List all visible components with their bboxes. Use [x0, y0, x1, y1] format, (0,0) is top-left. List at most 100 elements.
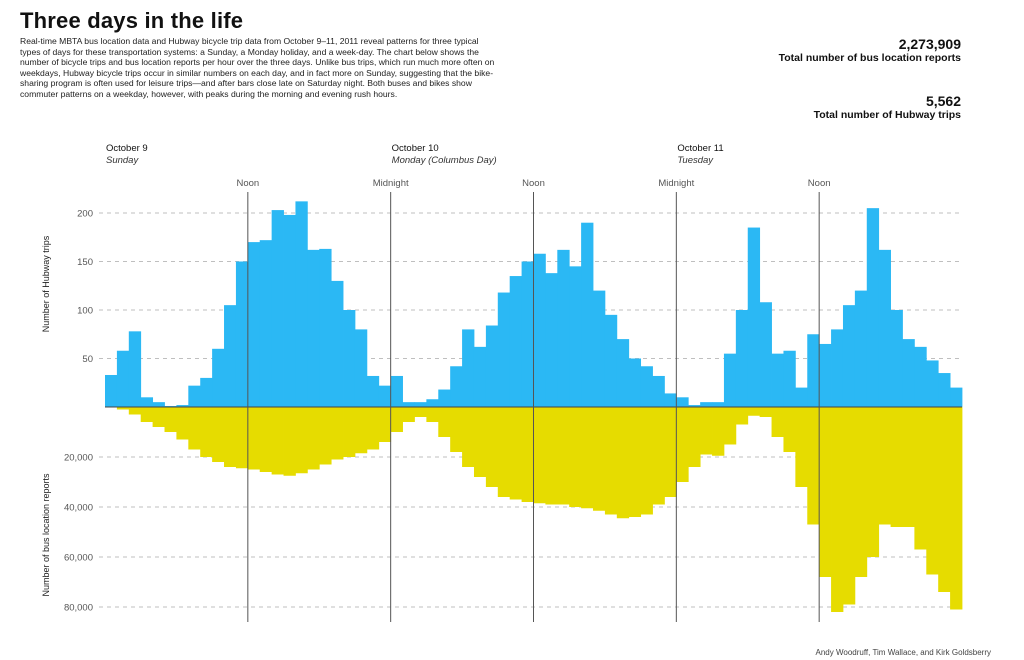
time-marker-label: Noon — [522, 178, 545, 189]
bus-bar — [521, 407, 534, 502]
hubway-bar — [152, 402, 165, 407]
bus-bar — [533, 407, 546, 504]
bus-bar — [176, 407, 189, 440]
bus-bar — [878, 407, 891, 525]
hubway-bar — [497, 292, 511, 407]
label-layer: 50 100 150 200 20,000 40,000 60,000 80,000 Noon M… — [41, 143, 831, 614]
hubway-bar — [950, 387, 963, 407]
hubway-bar — [545, 273, 558, 407]
bus-bar — [343, 407, 356, 457]
bus-bar — [640, 407, 653, 515]
bus-bar — [842, 407, 856, 605]
bus-bar — [462, 407, 475, 467]
bus-bar — [390, 407, 403, 432]
hubway-bar — [188, 385, 201, 407]
bus-bar — [378, 407, 392, 442]
bus-bar — [569, 407, 582, 507]
marker-layer — [105, 192, 962, 622]
hubway-bar — [450, 366, 463, 407]
hubway-bar — [759, 302, 772, 407]
hubway-bar — [105, 374, 118, 407]
bus-bar — [319, 407, 332, 465]
hubway-bar — [890, 310, 903, 407]
bus-bar — [545, 407, 558, 505]
credit-line: Andy Woodruff, Tim Wallace, and Kirk Gol… — [815, 648, 991, 657]
bus-bar — [212, 407, 225, 462]
bus-bar — [712, 407, 725, 456]
hubway-bar — [878, 249, 891, 407]
bus-tick-label: 40,000 — [64, 503, 93, 514]
bus-bar — [950, 407, 963, 610]
bus-bar — [831, 407, 844, 612]
hubway-bar — [783, 350, 796, 407]
bus-bar — [235, 407, 249, 469]
bus-bar — [902, 407, 915, 527]
hubway-bar — [473, 346, 487, 407]
hubway-bar — [854, 290, 868, 407]
bus-tick-label: 60,000 — [64, 553, 93, 564]
hubway-bar — [366, 375, 380, 407]
day-date-label: October 11 — [677, 143, 723, 154]
hubway-bar — [569, 266, 582, 407]
hubway-bar — [295, 201, 308, 407]
time-marker-label: Midnight — [658, 178, 694, 189]
hubway-bar — [747, 227, 761, 407]
hubway-bar — [485, 325, 499, 407]
hubway-tick-label: 200 — [77, 209, 93, 220]
hubway-bar — [390, 375, 403, 407]
bus-bar — [735, 407, 749, 425]
hubway-bar — [938, 373, 951, 407]
hubway-bar — [521, 261, 534, 407]
bar-layer — [105, 201, 963, 612]
hubway-bar — [664, 393, 677, 407]
bus-bar — [926, 407, 939, 575]
bus-tick-label: 80,000 — [64, 603, 93, 614]
bus-bar — [247, 407, 261, 470]
bus-bar — [259, 407, 273, 472]
day-date-label: October 9 — [106, 143, 148, 154]
hubway-bar — [247, 242, 261, 407]
bus-bar — [128, 407, 142, 415]
bus-bar — [497, 407, 511, 497]
bus-bar — [473, 407, 487, 477]
hubway-bar — [128, 331, 142, 407]
bus-bar — [890, 407, 903, 527]
hubway-axis-title: Number of Hubway trips — [41, 235, 51, 332]
bus-total-stat: 2,273,909 Total number of bus location r… — [779, 36, 961, 64]
bus-bar — [854, 407, 868, 577]
hubway-bar — [640, 366, 653, 407]
bus-bar — [604, 407, 618, 515]
hubway-bar — [831, 329, 844, 407]
bus-bar — [402, 407, 415, 422]
hubway-bar — [604, 314, 618, 407]
bus-bar — [295, 407, 308, 474]
hubway-bar — [307, 249, 320, 407]
day-name-label: Sunday — [106, 155, 139, 166]
bus-bar — [140, 407, 154, 422]
bus-bar — [509, 407, 522, 500]
day-name-label: Tuesday — [677, 155, 714, 166]
hubway-bar — [176, 405, 189, 407]
hubway-total-stat: 5,562 Total number of Hubway trips — [814, 93, 961, 121]
hubway-bar — [652, 375, 665, 407]
bus-bar — [557, 407, 570, 505]
bus-bar — [485, 407, 499, 487]
hubway-bar — [807, 334, 820, 407]
bus-bar — [747, 407, 761, 416]
hubway-bar — [212, 348, 225, 407]
bus-bar — [283, 407, 296, 476]
bus-bar — [914, 407, 927, 550]
hubway-bar — [116, 350, 130, 407]
hubway-bar — [414, 402, 427, 407]
bus-bar — [819, 407, 832, 577]
hubway-bar — [224, 305, 237, 407]
bus-bar — [771, 407, 784, 437]
bus-total-label: Total number of bus location reports — [778, 52, 961, 64]
hubway-bar — [200, 377, 213, 407]
intro-text: Real-time MBTA bus location data and Hub… — [20, 36, 495, 99]
hubway-bar — [533, 253, 546, 407]
bus-bar — [783, 407, 796, 452]
hubway-bar — [700, 402, 713, 407]
hubway-bar — [616, 339, 630, 407]
